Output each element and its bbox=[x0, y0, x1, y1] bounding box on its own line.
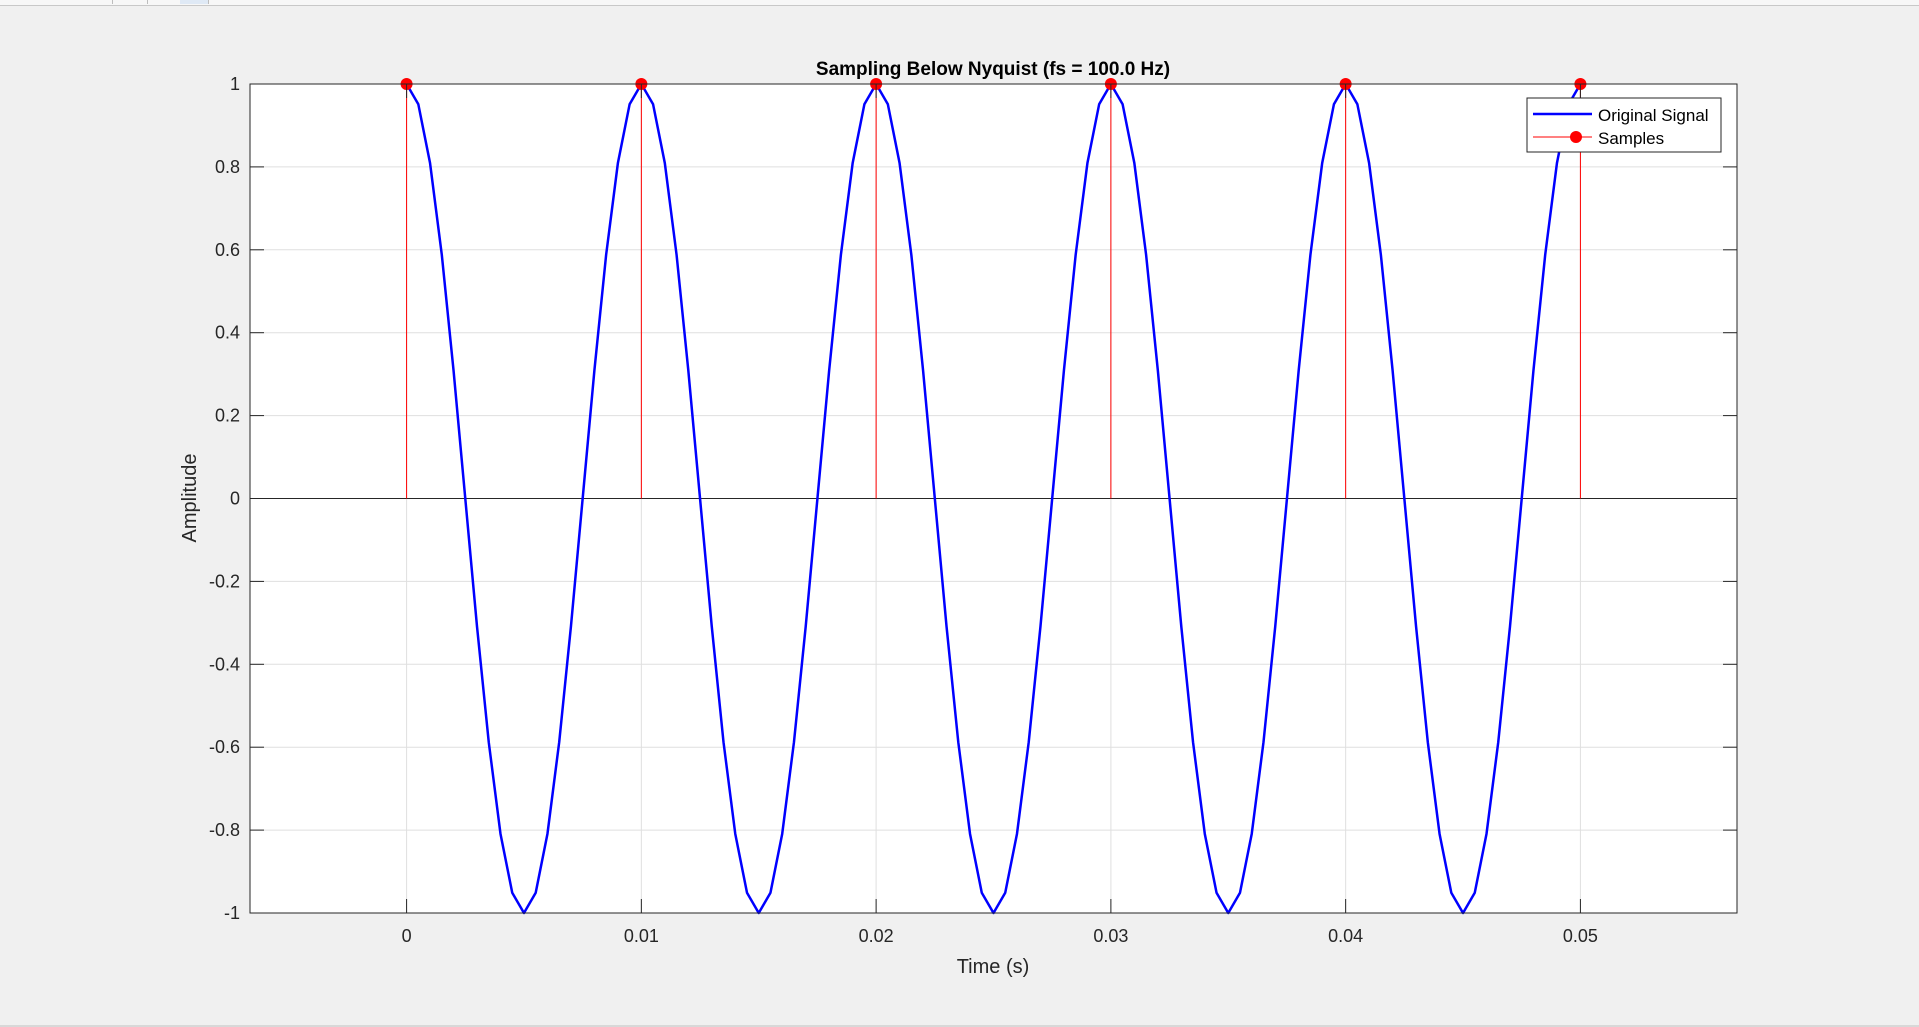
x-tick-label: 0.04 bbox=[1328, 926, 1363, 946]
x-axis-label: Time (s) bbox=[957, 956, 1030, 978]
y-tick-label: 0.6 bbox=[215, 240, 240, 260]
y-tick-label: 0.4 bbox=[215, 323, 240, 343]
y-axis-label: Amplitude bbox=[179, 454, 201, 543]
toolstrip-tab[interactable] bbox=[0, 0, 113, 4]
y-tick-label: -0.8 bbox=[209, 820, 240, 840]
y-tick-label: -0.6 bbox=[209, 737, 240, 757]
x-tick-label: 0 bbox=[402, 926, 412, 946]
x-tick-label: 0.03 bbox=[1093, 926, 1128, 946]
figure-toolstrip bbox=[0, 0, 1919, 6]
y-tick-label: 0 bbox=[230, 489, 240, 509]
chart-title: Sampling Below Nyquist (fs = 100.0 Hz) bbox=[816, 59, 1170, 80]
legend[interactable]: Original Signal Samples bbox=[1526, 97, 1722, 153]
legend-label-original-signal: Original Signal bbox=[1598, 106, 1709, 125]
x-tick-label: 0.05 bbox=[1563, 926, 1598, 946]
y-tick-label: 0.2 bbox=[215, 406, 240, 426]
legend-marker-samples bbox=[1570, 131, 1582, 143]
x-tick-label: 0.02 bbox=[859, 926, 894, 946]
y-tick-label: -1 bbox=[224, 903, 240, 923]
toolstrip-tab-active[interactable] bbox=[180, 0, 209, 4]
y-tick-label: -0.4 bbox=[209, 654, 240, 674]
toolstrip-tab[interactable] bbox=[113, 0, 148, 4]
legend-box bbox=[1526, 97, 1722, 153]
y-tick-label: 1 bbox=[230, 74, 240, 94]
x-tick-label: 0.01 bbox=[624, 926, 659, 946]
y-tick-label: 0.8 bbox=[215, 157, 240, 177]
figure-bottom-edge bbox=[0, 1025, 1919, 1027]
y-tick-label: -0.2 bbox=[209, 571, 240, 591]
ticks: 0 0.01 0.02 0.03 0.04 0.05 -1 -0.8 -0.6 -0.4 -0.2 0… bbox=[209, 74, 1737, 946]
legend-label-samples: Samples bbox=[1598, 129, 1664, 148]
